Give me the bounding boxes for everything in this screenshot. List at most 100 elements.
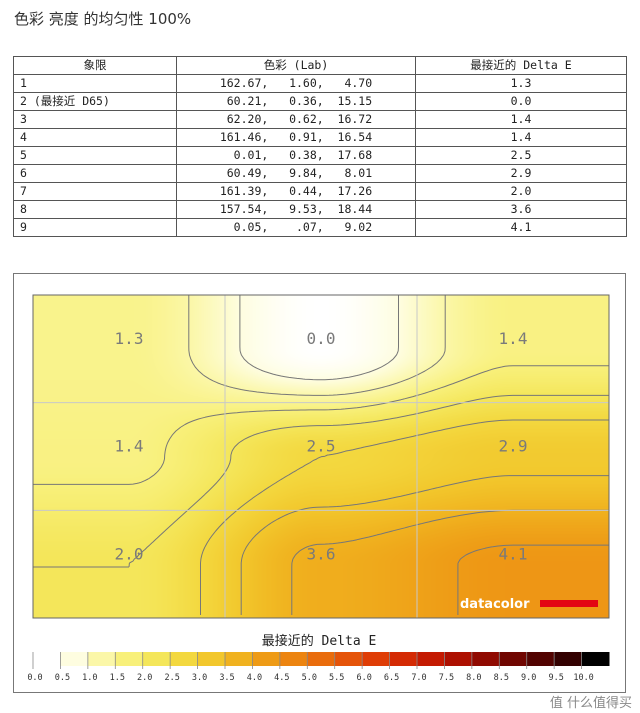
color-scale-swatch [526,652,555,666]
color-scale-swatch [225,652,253,666]
cell-value-label: 3.6 [307,544,336,563]
cell-value-label: 1.4 [115,437,144,456]
color-scale-tick-label: 4.5 [274,673,289,683]
cell-lab: 157.54, 9.53, 18.44 [176,200,416,219]
contour-line [33,394,609,568]
cell-value-label: 1.3 [115,329,144,348]
cell-quadrant: 1 [13,74,177,93]
color-scale-swatch [471,652,500,666]
color-scale-swatch [444,652,473,666]
watermark: 值 什么值得买 [549,696,632,711]
table-row: 7 161.39, 0.44, 17.26 2.0 [13,182,627,201]
cell-lab: 162.67, 1.60, 4.70 [176,74,416,93]
color-scale-tick-label: 2.5 [164,673,179,683]
color-scale-swatch [307,652,336,666]
color-scale-swatch [60,652,89,666]
color-scale-swatch [142,652,171,666]
color-scale-tick-label: 4.0 [247,673,262,683]
cell-delta-e: 3.6 [415,200,627,219]
page-title: 色彩 亮度 的均匀性 100% [14,10,192,28]
cell-lab: 62.20, 0.62, 16.72 [176,110,416,129]
color-scale-tick-label: 8.5 [494,673,509,683]
color-scale-tick-label: 2.0 [137,673,152,683]
color-scale-swatch [33,652,61,666]
cell-delta-e: 4.1 [415,218,627,237]
color-scale-tick-label: 8.0 [466,673,481,683]
contour-line [200,419,609,615]
cell-delta-e: 0.0 [415,92,627,111]
color-scale-tick-label: 1.5 [110,673,125,683]
table-header-row: 象限 色彩 (Lab) 最接近的 Delta E [13,56,627,75]
col-header-delta-e: 最接近的 Delta E [415,56,627,75]
color-scale-tick-label: 5.5 [329,673,344,683]
cell-lab: 60.49, 9.84, 8.01 [176,164,416,183]
cell-delta-e: 2.0 [415,182,627,201]
color-scale-title: 最接近的 Delta E [262,633,377,649]
cell-delta-e: 2.5 [415,146,627,165]
contour-line [188,295,446,396]
table-row: 2 (最接近 D65) 60.21, 0.36, 15.15 0.0 [13,92,627,111]
color-scale-swatch [417,652,445,666]
table-row: 4 161.46, 0.91, 16.54 1.4 [13,128,627,147]
color-scale-swatch [115,652,144,666]
cell-quadrant: 5 [13,146,177,165]
datacolor-logo: datacolor [460,597,598,612]
cell-value-label: 2.0 [115,544,144,563]
color-scale-swatch [499,652,528,666]
contour-line [457,544,609,615]
cell-quadrant: 8 [13,200,177,219]
contour-line [240,475,609,615]
cell-lab: 60.21, 0.36, 15.15 [176,92,416,111]
cell-quadrant: 9 [13,218,177,237]
color-scale-tick-label: 7.0 [411,673,426,683]
table-row: 5 0.01, 0.38, 17.68 2.5 [13,146,627,165]
cell-quadrant: 4 [13,128,177,147]
contour-lines [33,295,609,615]
color-scale-tick-label: 3.5 [219,673,234,683]
color-scale: 0.0 0.5 1.0 1.5 2.0 2.5 3.0 3.5 4.0 4.5 5.0 5.5 6.0 6… [27,652,610,683]
cell-lab: 161.46, 0.91, 16.54 [176,128,416,147]
cell-lab: 0.05, .07, 9.02 [176,218,416,237]
contour-line [33,365,609,485]
color-scale-tick-label: 6.0 [356,673,371,683]
plot-border [32,294,610,619]
table-row: 9 0.05, .07, 9.02 4.1 [13,218,627,237]
cell-delta-e: 1.4 [415,128,627,147]
color-scale-tick-label: 3.0 [192,673,207,683]
cell-quadrant: 7 [13,182,177,201]
contour-line [239,295,399,381]
color-scale-tick-label: 5.0 [302,673,317,683]
cell-value-label: 4.1 [499,544,528,563]
color-scale-swatch [362,652,391,666]
table-row: 3 62.20, 0.62, 16.72 1.4 [13,110,627,129]
color-scale-swatch [197,652,226,666]
cell-value-label: 0.0 [307,329,336,348]
color-scale-tick-label: 0.0 [27,673,42,683]
cell-delta-e: 2.9 [415,164,627,183]
color-scale-tick-label: 9.5 [548,673,563,683]
heatmap-svg: 1.3 0.0 1.4 1.4 2.5 2.9 2.0 3.6 4.1 datacolor 最接近的… [27,294,610,683]
cell-value-label: 1.4 [499,329,528,348]
color-scale-swatch [554,652,583,666]
col-header-lab: 色彩 (Lab) [176,56,416,75]
color-scale-tick-label: 10.0 [573,673,593,683]
color-scale-tick-label: 1.0 [82,673,97,683]
color-scale-swatch [581,652,610,666]
cell-value-label: 2.9 [499,437,528,456]
color-scale-swatch [252,652,281,666]
color-scale-tick-label: 6.5 [384,673,399,683]
uniformity-table: 象限 色彩 (Lab) 最接近的 Delta E 1 162.67, 1.60, … [13,56,627,237]
color-scale-tick-label: 9.0 [521,673,536,683]
cell-value-label: 2.5 [307,437,336,456]
color-scale-swatch [170,652,199,666]
cell-delta-e: 1.3 [415,74,627,93]
color-scale-swatch [87,652,116,666]
cell-lab: 161.39, 0.44, 17.26 [176,182,416,201]
cell-lab: 0.01, 0.38, 17.68 [176,146,416,165]
table-row: 6 60.49, 9.84, 8.01 2.9 [13,164,627,183]
table-row: 1 162.67, 1.60, 4.70 1.3 [13,74,627,93]
cell-delta-e: 1.4 [415,110,627,129]
col-header-quadrant: 象限 [13,56,177,75]
color-scale-swatch [279,652,308,666]
cell-quadrant: 2 (最接近 D65) [13,92,177,111]
